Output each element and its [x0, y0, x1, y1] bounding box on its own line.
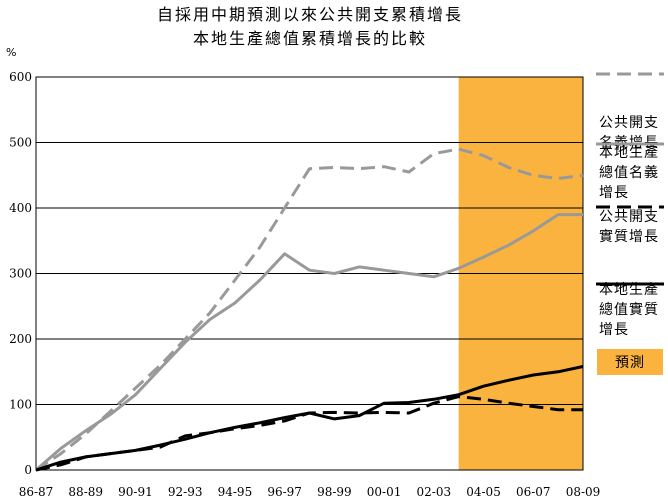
legend-label: 公共開支: [599, 209, 659, 225]
legend-label: 實質增長: [599, 228, 659, 245]
legend-forecast-swatch: [597, 349, 663, 375]
x-tick-label: 04-05: [466, 485, 501, 499]
x-tick-label: 02-03: [417, 485, 452, 499]
x-tick-label: 90-91: [118, 485, 153, 499]
x-tick-label: 94-95: [218, 485, 253, 499]
legend-label: 增長: [599, 322, 629, 338]
series-line-4: [35, 365, 584, 472]
legend-label: 公共開支: [599, 115, 659, 131]
legend-label: 增長: [599, 185, 629, 201]
series-line-2: [35, 213, 583, 472]
legend-label: 總值實質: [599, 301, 659, 318]
x-tick-label: 86-87: [19, 485, 54, 499]
legend: 公共開支名義增長本地生產總值名義增長公共開支實質增長本地生產總值實質增長預測: [596, 72, 664, 375]
x-tick-label: 06-07: [516, 485, 551, 499]
chart-title: 自採用中期預測以來公共開支累積增長 本地生產總值累積增長的比較: [157, 5, 463, 48]
legend-forecast-label: 預測: [615, 355, 645, 371]
legend-label: 總值名義: [599, 164, 659, 181]
x-tick-label: 96-97: [267, 485, 302, 499]
y-tick-label: 300: [9, 267, 32, 281]
y-axis-unit: %: [6, 46, 16, 59]
x-tick-label: 00-01: [367, 485, 402, 499]
legend-label: 本地生產: [599, 281, 659, 298]
plot-frame: [35, 76, 584, 471]
y-tick-label: 400: [9, 201, 32, 215]
y-tick-label: 0: [24, 463, 32, 477]
x-tick-label: 08-09: [566, 485, 601, 499]
legend-label: 本地生產: [599, 144, 659, 161]
x-tick-label: 88-89: [68, 485, 103, 499]
chart-title-line-2: 本地生產總值累積增長的比較: [193, 29, 427, 48]
y-tick-label: 200: [9, 332, 32, 346]
series-line-1: [35, 147, 584, 472]
x-tick-label: 92-93: [168, 485, 203, 499]
chart-title-line-1: 自採用中期預測以來公共開支累積增長: [157, 5, 463, 24]
y-tick-label: 500: [9, 136, 32, 150]
y-tick-label: 600: [9, 70, 32, 84]
y-tick-label: 100: [9, 398, 32, 412]
x-tick-label: 98-99: [317, 485, 352, 499]
plot-area: 0 100 200 300 400 500 600 86-87 88-89 90-91 92-93 9…: [9, 70, 600, 499]
